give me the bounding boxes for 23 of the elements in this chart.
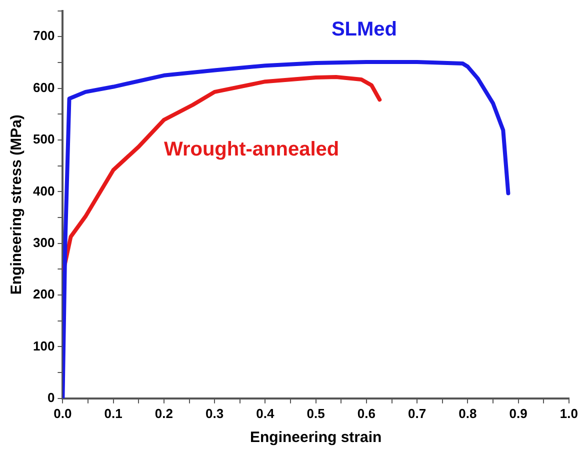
y-tick-label: 200 [32,286,55,302]
x-tick-label: 0.2 [154,406,173,421]
x-tick-label: 0.4 [256,406,275,421]
y-tick-label: 100 [32,338,55,354]
x-tick-label: 0.6 [357,406,376,421]
y-tick-label: 300 [32,234,55,250]
x-tick-label: 0.7 [408,406,426,421]
y-tick-label: 0 [47,390,55,405]
y-tick-label: 500 [32,132,55,147]
series-label: SLMed [331,18,398,40]
x-tick-label: 0.9 [509,406,528,421]
y-tick-label: 700 [32,28,55,44]
x-tick-label: 0.5 [306,406,325,421]
x-tick-label: 1.0 [560,406,578,421]
x-tick-label: 0.1 [104,406,122,421]
x-tick-label: 0.0 [54,406,72,421]
y-tick-label: 600 [32,80,55,95]
series-label: Wrought-annealed [164,138,340,160]
y-axis-title: Engineering stress (MPa) [8,114,26,295]
y-tick-label: 400 [32,183,55,198]
x-axis-title: Engineering strain [250,429,382,446]
x-tick-label: 0.8 [458,406,477,421]
x-tick-label: 0.3 [206,406,224,421]
